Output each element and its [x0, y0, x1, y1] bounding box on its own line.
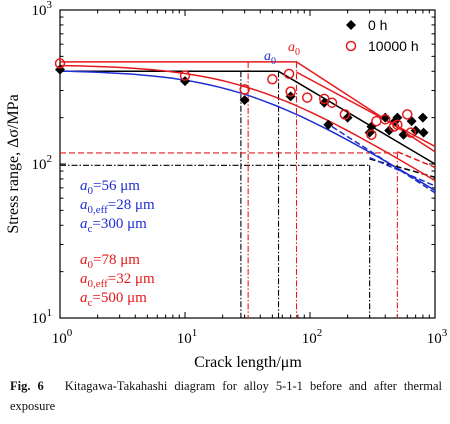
curve-black-solid: [60, 70, 435, 165]
curve-red-dashed: [397, 151, 435, 169]
curve-red-solid-2: [296, 71, 435, 148]
x-tick-label: 103: [427, 327, 448, 347]
point-0h: [406, 116, 417, 127]
legend-marker-0h: [346, 20, 356, 30]
x-axis-label: Crack length/μm: [194, 354, 302, 371]
point-0h: [384, 125, 395, 136]
guide-lines: [60, 61, 398, 318]
legend-marker-10000h: [345, 40, 357, 52]
legend-label-0h: 0 h: [368, 17, 387, 33]
point-10000h: [339, 109, 351, 120]
point-10000h: [239, 84, 250, 95]
point-10000h: [371, 115, 382, 127]
curve-blue-dashed: [369, 156, 435, 187]
curve-red-solid: [60, 61, 435, 153]
point-10000h: [301, 92, 313, 103]
figure-label: Fig. 6: [10, 379, 44, 393]
point-10000h: [405, 127, 417, 138]
point-10000h: [285, 86, 296, 97]
figure-caption: Fig. 6 Kitagawa-Takahashi diagram for al…: [10, 376, 442, 416]
x-tick-label: 100: [52, 327, 73, 347]
annotation-a0-10000h: a0: [288, 40, 300, 58]
point-10000h: [366, 129, 377, 140]
point-10000h: [380, 114, 391, 125]
annotation-a0-0h: a0: [264, 49, 276, 67]
kt-curves: [60, 61, 435, 194]
curve-red-smooth: [60, 64, 435, 182]
param-line: a0=78 μm: [80, 252, 140, 271]
point-10000h: [402, 109, 413, 120]
x-tick-label: 102: [302, 327, 323, 347]
y-tick-label: 101: [32, 307, 53, 327]
point-10000h: [54, 58, 66, 69]
param-line: ac=300 μm: [80, 216, 147, 235]
point-10000h: [392, 119, 403, 130]
legend-label-10000h: 10000 h: [368, 38, 419, 54]
param-line: a0,eff=32 μm: [80, 271, 155, 290]
curve-blue-solid: [60, 70, 435, 192]
param-line: a0=56 μm: [80, 178, 140, 197]
point-0h: [239, 95, 250, 106]
point-10000h: [283, 68, 295, 80]
param-line: a0,eff=28 μm: [80, 197, 155, 216]
point-0h: [366, 121, 377, 132]
point-10000h: [267, 74, 278, 85]
legend: 0 h 10000 h: [345, 17, 419, 54]
point-0h: [323, 119, 334, 130]
y-tick-label: 103: [32, 0, 53, 19]
y-tick-label: 102: [32, 153, 53, 173]
point-0h: [180, 76, 190, 87]
data-points: [54, 58, 429, 140]
point-0h: [417, 112, 428, 123]
curve-blue-dashed-2: [331, 125, 435, 194]
y-axis-label: Stress range, Δσ/MPa: [5, 94, 22, 233]
figure-caption-text: Kitagawa-Takahashi diagram for alloy 5-1…: [10, 379, 442, 413]
point-10000h: [326, 97, 338, 108]
param-line: ac=500 μm: [80, 290, 147, 309]
point-0h: [418, 127, 429, 138]
point-10000h: [179, 70, 191, 81]
x-tick-label: 101: [177, 327, 198, 347]
